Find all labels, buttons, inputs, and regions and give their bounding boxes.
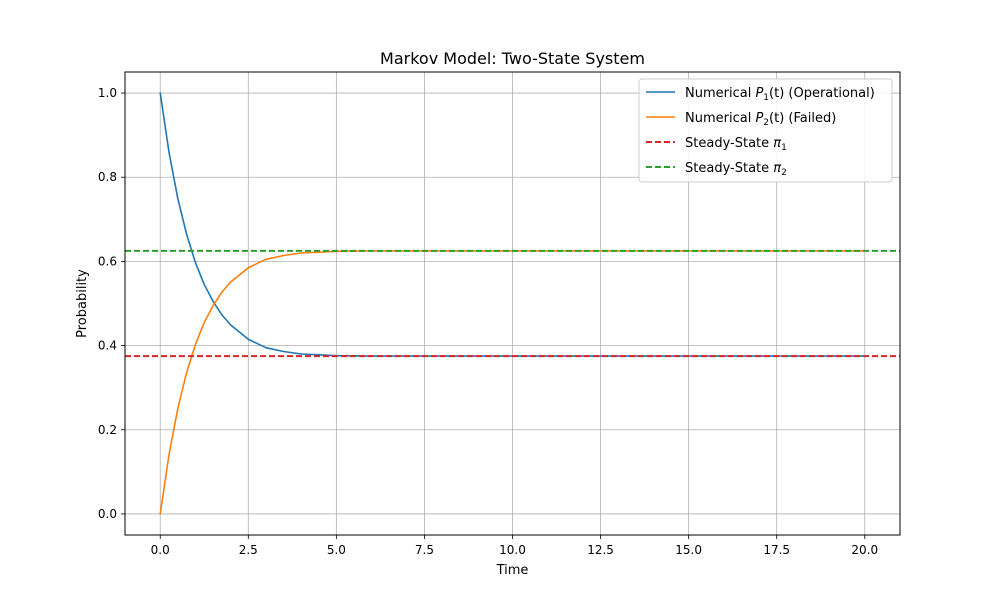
legend-box	[638, 78, 893, 183]
x-tick-label: 12.5	[587, 543, 614, 557]
series-layer	[125, 92, 900, 515]
y-axis-label: Probability	[75, 269, 90, 338]
x-tick-label: 17.5	[763, 543, 790, 557]
legend-label-3: Steady-State π1	[685, 136, 787, 153]
x-tick-label: 20.0	[851, 543, 878, 557]
legend: Numerical P1(t) (Operational)Numerical P…	[638, 78, 893, 183]
y-tick-label: 0.6	[98, 254, 117, 268]
y-tick-label: 0.0	[98, 507, 117, 521]
legend-variable: π	[773, 136, 781, 151]
legend-label-2: Numerical P2(t) (Failed)	[685, 111, 836, 128]
legend-subscript: 2	[781, 168, 787, 178]
legend-suffix: (t) (Operational)	[769, 86, 875, 101]
chart-title: Markov Model: Two-State System	[380, 49, 645, 68]
y-tick-label: 0.8	[98, 170, 117, 184]
legend-subscript: 2	[763, 118, 769, 128]
legend-suffix: (t) (Failed)	[769, 111, 836, 126]
x-tick-label: 0.0	[151, 543, 170, 557]
ticks: 0.0 2.5 5.0 7.5 10.0 12.5 15.0 17.5 20.0 0.0 0.2 0.…	[98, 86, 878, 557]
y-tick-label: 1.0	[98, 86, 117, 100]
y-tick-label: 0.4	[98, 339, 117, 353]
legend-items: Numerical P1(t) (Operational)Numerical P…	[646, 86, 875, 178]
legend-prefix: Steady-State	[685, 136, 773, 151]
legend-variable: P	[755, 86, 763, 101]
legend-subscript: 1	[763, 93, 769, 103]
x-tick-label: 5.0	[327, 543, 346, 557]
x-tick-label: 7.5	[415, 543, 434, 557]
legend-subscript: 1	[781, 143, 787, 153]
legend-prefix: Numerical	[685, 86, 755, 101]
x-tick-label: 10.0	[499, 543, 526, 557]
legend-label-1: Numerical P1(t) (Operational)	[685, 86, 875, 103]
y-tick-label: 0.2	[98, 423, 117, 437]
x-tick-label: 15.0	[675, 543, 702, 557]
legend-prefix: Numerical	[685, 111, 755, 126]
legend-label-4: Steady-State π2	[685, 161, 787, 178]
x-tick-label: 2.5	[239, 543, 258, 557]
legend-variable: π	[773, 161, 781, 176]
x-axis-label: Time	[496, 563, 529, 578]
legend-prefix: Steady-State	[685, 161, 773, 176]
legend-variable: P	[755, 111, 763, 126]
